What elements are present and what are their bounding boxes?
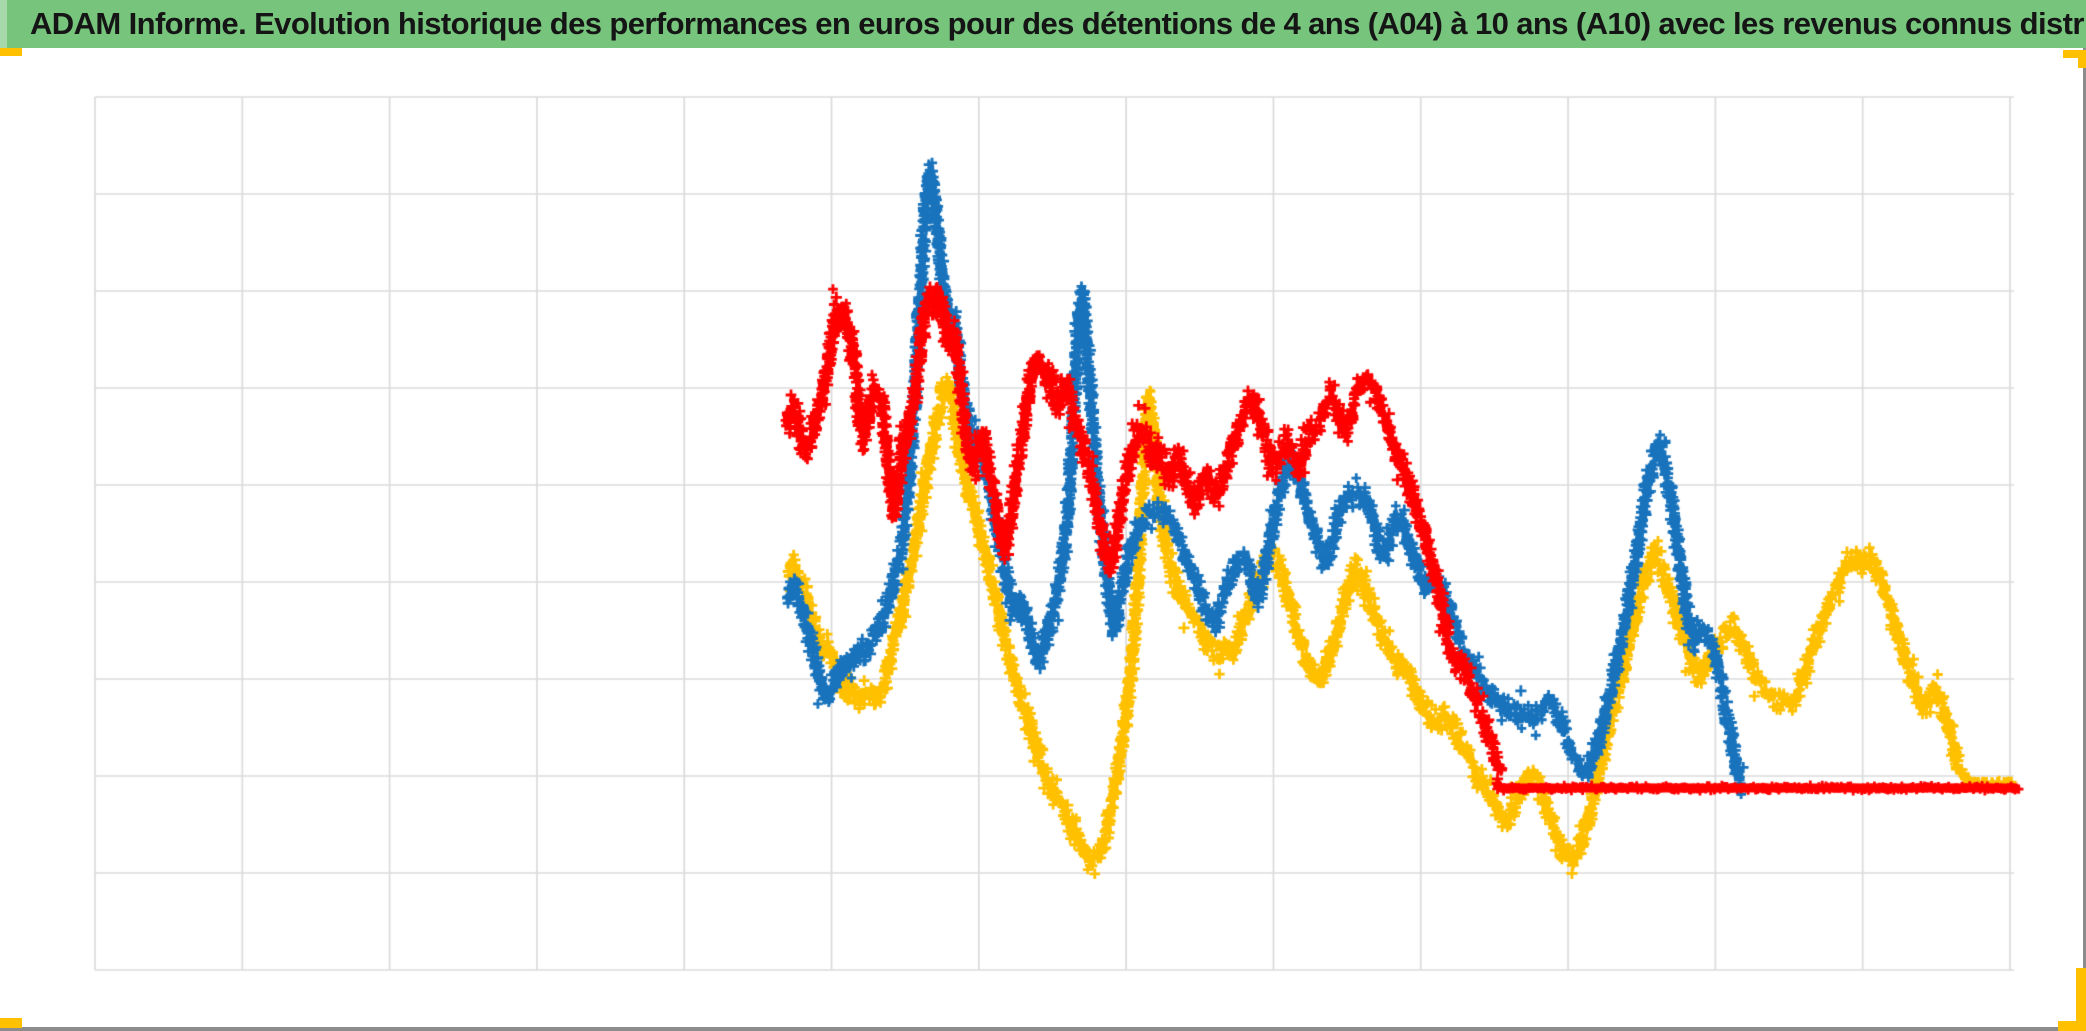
corner-mark-bottom-right-h [2058, 1021, 2086, 1031]
title-bar: ADAM Informe. Evolution historique des p… [0, 0, 2086, 48]
corner-mark-top-right-h [2063, 50, 2086, 58]
corner-mark-bottom-left [0, 1018, 22, 1028]
title-bar-left-strip [0, 0, 7, 48]
corner-mark-top-left [0, 48, 22, 56]
bottom-edge-border [0, 1027, 2086, 1031]
corner-mark-bottom-right-v [2076, 968, 2086, 1031]
corner-mark-top-right-v [2078, 50, 2086, 68]
page-title: ADAM Informe. Evolution historique des p… [30, 6, 2086, 41]
right-edge-border [2083, 48, 2086, 1031]
